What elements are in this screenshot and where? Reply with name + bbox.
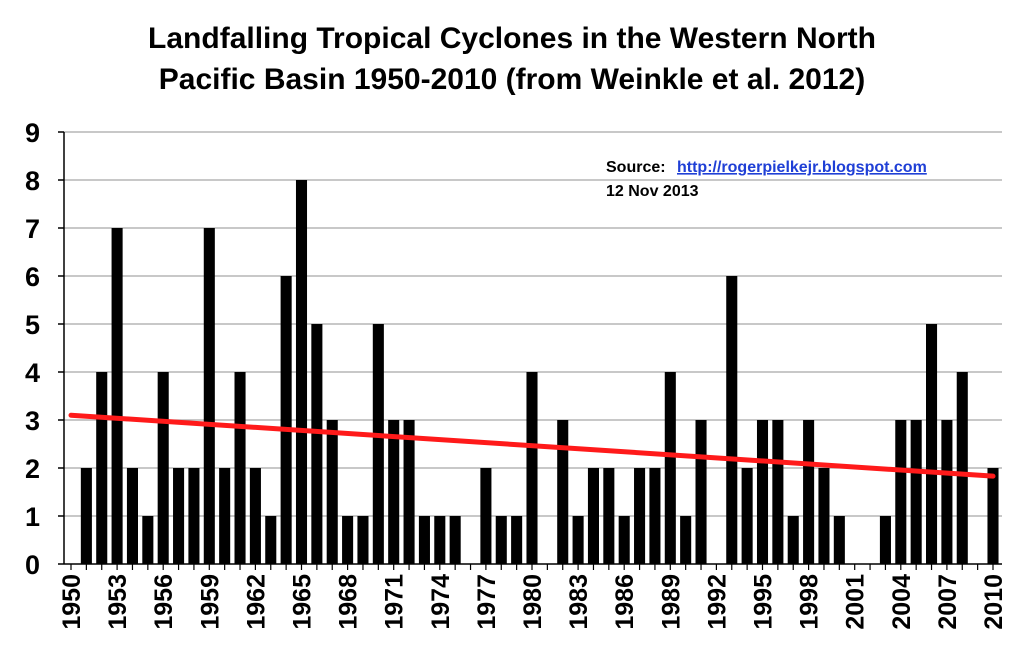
bar-1983 (572, 516, 584, 564)
bar-1961 (234, 372, 246, 564)
y-tick-label: 4 (25, 358, 40, 388)
source-annotation: Source: http://rogerpielkejr.blogspot.co… (606, 159, 927, 200)
bar-1988 (649, 468, 661, 564)
bar-1953 (111, 228, 123, 564)
axes (58, 131, 1002, 570)
bar-1969 (357, 516, 369, 564)
bar-1979 (511, 516, 523, 564)
x-tick-label: 2007 (934, 574, 962, 630)
bar-1951 (80, 468, 92, 564)
x-tick-label: 1977 (473, 574, 501, 630)
source-link[interactable]: http://rogerpielkejr.blogspot.com (677, 159, 927, 176)
bar-2010 (987, 468, 999, 564)
trend-line (68, 412, 996, 479)
x-tick-label: 1956 (150, 574, 178, 630)
x-tick-label: 1950 (58, 574, 86, 630)
y-tick-label: 7 (25, 214, 40, 244)
bar-2005 (910, 420, 922, 564)
x-tick-label: 1986 (611, 574, 639, 630)
bar-1986 (618, 516, 630, 564)
bar-1980 (526, 372, 538, 564)
bar-2004 (895, 420, 907, 564)
bar-1977 (480, 468, 492, 564)
bar-1998 (803, 420, 815, 564)
bar-2007 (941, 420, 953, 564)
bar-2006 (926, 324, 938, 564)
chart-title-line-2: Pacific Basin 1950-2010 (from Weinkle et… (159, 63, 865, 96)
bar-2008 (956, 372, 968, 564)
y-tick-label: 8 (25, 166, 40, 196)
y-tick-label: 0 (25, 550, 40, 580)
bar-1995 (756, 420, 769, 564)
bar-1984 (587, 468, 599, 564)
bar-1960 (219, 468, 231, 564)
bar-1994 (741, 468, 753, 564)
x-tick-labels: 1950 1953 1956 1959 1962 1965 1968 1971 1974 1977… (58, 574, 1008, 630)
bar-1955 (142, 516, 154, 564)
bar-1974 (434, 516, 446, 564)
bar-1982 (557, 420, 569, 564)
bar-1965 (295, 180, 308, 564)
bar-1963 (265, 516, 277, 564)
bar-1956 (157, 372, 169, 564)
bar-1987 (634, 468, 646, 564)
bar-1993 (726, 276, 738, 564)
bar-1967 (326, 420, 338, 564)
bar-1962 (249, 468, 261, 564)
bar-2003 (879, 516, 891, 564)
bar-1990 (680, 516, 692, 564)
bar-1957 (173, 468, 185, 564)
bar-1996 (772, 420, 784, 564)
bar-1991 (695, 420, 707, 564)
x-tick-label: 1965 (289, 574, 317, 630)
x-tick-label: 1989 (657, 574, 685, 630)
bar-1966 (311, 324, 323, 564)
x-tick-label: 1953 (104, 574, 132, 630)
chart-title-line-1: Landfalling Tropical Cyclones in the Wes… (148, 22, 876, 55)
x-tick-label: 2001 (842, 574, 870, 630)
bar-1970 (372, 324, 384, 564)
bar-1964 (280, 276, 292, 564)
bar-1985 (603, 468, 615, 564)
x-tick-label: 1980 (519, 574, 547, 630)
x-tick-label: 1968 (335, 574, 363, 630)
bar-1973 (418, 516, 430, 564)
bar-1958 (188, 468, 200, 564)
x-tick-label: 2004 (888, 574, 916, 630)
bar-1997 (787, 516, 799, 564)
y-tick-label: 3 (25, 406, 40, 436)
x-tick-label: 1983 (565, 574, 593, 630)
trend-line-group (68, 412, 996, 479)
x-tick-label: 2010 (980, 574, 1008, 630)
y-tick-label: 9 (25, 118, 40, 148)
bar-1952 (96, 372, 108, 564)
bar-1972 (403, 420, 415, 564)
bar-1954 (126, 468, 138, 564)
y-tick-label: 1 (25, 502, 40, 532)
bar-1968 (342, 516, 354, 564)
bar-1989 (664, 372, 676, 564)
y-tick-label: 5 (25, 310, 40, 340)
x-tick-label: 1971 (381, 574, 409, 630)
x-tick-label: 1974 (427, 574, 455, 630)
bar-1978 (495, 516, 507, 564)
x-tick-label: 1992 (703, 574, 731, 630)
bar-1999 (818, 468, 830, 564)
bars (80, 180, 999, 564)
bar-1971 (388, 420, 400, 564)
x-tick-label: 1998 (796, 574, 824, 630)
x-tick-label: 1959 (196, 574, 224, 630)
x-tick-label: 1995 (750, 574, 778, 630)
y-tick-label: 2 (25, 454, 40, 484)
y-tick-label: 6 (25, 262, 40, 292)
bar-1959 (203, 228, 215, 564)
source-date: 12 Nov 2013 (606, 183, 699, 200)
bar-2000 (833, 516, 845, 564)
y-tick-labels: 0 1 2 3 4 5 6 7 8 9 (25, 118, 40, 580)
source-label: Source: (606, 159, 666, 176)
bar-1975 (449, 516, 461, 564)
x-tick-label: 1962 (242, 574, 270, 630)
